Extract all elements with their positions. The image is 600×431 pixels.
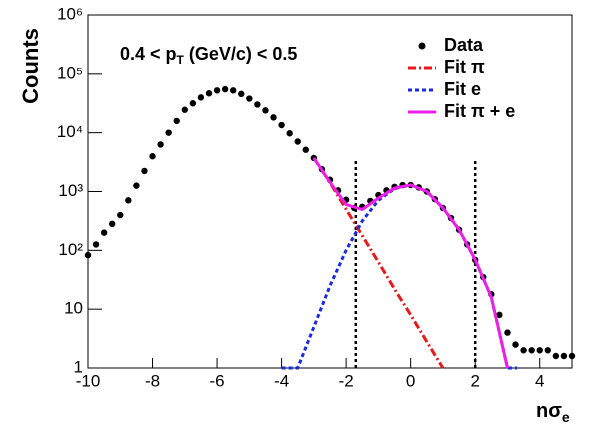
y-tick-label: 10³ [58, 181, 83, 200]
data-point [262, 107, 269, 114]
y-tick-label: 10 [64, 299, 83, 318]
y-tick-label: 1 [74, 357, 83, 376]
data-point [536, 347, 543, 354]
data-point [520, 347, 527, 354]
data-point [213, 87, 221, 94]
data-point [230, 87, 237, 94]
legend-marker [418, 42, 426, 50]
data-point [205, 90, 213, 97]
fit-line [312, 157, 509, 369]
data-point [496, 311, 503, 319]
x-tick-label: -8 [145, 371, 160, 390]
data-point [568, 352, 576, 360]
data-point [197, 94, 205, 101]
y-tick-label: 10² [58, 240, 83, 259]
data-point [125, 197, 132, 204]
data-point [254, 101, 261, 108]
data-point [294, 138, 301, 145]
x-tick-label: -6 [210, 371, 225, 390]
data-point [92, 241, 100, 248]
data-point [512, 341, 519, 348]
data-point [221, 85, 229, 93]
data-point [552, 352, 560, 360]
data-point [157, 141, 164, 148]
legend-label: Fit e [444, 79, 481, 99]
data-point [528, 347, 535, 354]
data-point [84, 251, 92, 259]
x-label-part: nσ [536, 400, 562, 422]
data-point [133, 182, 140, 189]
data-point [165, 129, 172, 136]
data-point [302, 146, 309, 153]
x-tick-label: 4 [535, 371, 544, 390]
data-point [560, 352, 568, 360]
data-point [238, 90, 245, 98]
x-tick-label: 2 [470, 371, 479, 390]
legend-label: Fit π [444, 57, 485, 77]
data-point [270, 114, 277, 121]
x-tick-label: -2 [339, 371, 354, 390]
x-tick-label: -10 [76, 371, 101, 390]
data-point [504, 329, 511, 336]
data-point [246, 95, 253, 102]
data-point [544, 347, 551, 354]
data-point [278, 121, 285, 129]
data-point [117, 211, 124, 219]
y-tick-label: 10⁵ [57, 63, 83, 82]
annotation: 0.4 < pT (GeV/c) < 0.5 [120, 44, 297, 67]
data-point [189, 100, 197, 107]
data-point [141, 167, 148, 175]
data-point [109, 220, 116, 228]
legend-label: Data [444, 35, 484, 55]
annotation-part: 0.4 < p [120, 44, 177, 64]
x-axis-label: nσe [536, 400, 570, 424]
y-tick-label: 10⁴ [57, 122, 83, 141]
data-point [149, 153, 156, 160]
y-axis-label: Counts [18, 28, 43, 104]
x-tick-label: 0 [406, 371, 415, 390]
annotation-part: (GeV/c) < 0.5 [184, 44, 298, 64]
legend-label: Fit π + e [444, 101, 515, 121]
y-tick-label: 10⁶ [57, 4, 83, 23]
data-point [181, 106, 188, 113]
x-label-sub: e [562, 409, 570, 425]
annotation-sub: T [177, 53, 185, 67]
data-point [286, 130, 293, 137]
data-point [173, 117, 180, 125]
x-tick-label: -4 [274, 371, 289, 390]
data-point [100, 229, 108, 236]
